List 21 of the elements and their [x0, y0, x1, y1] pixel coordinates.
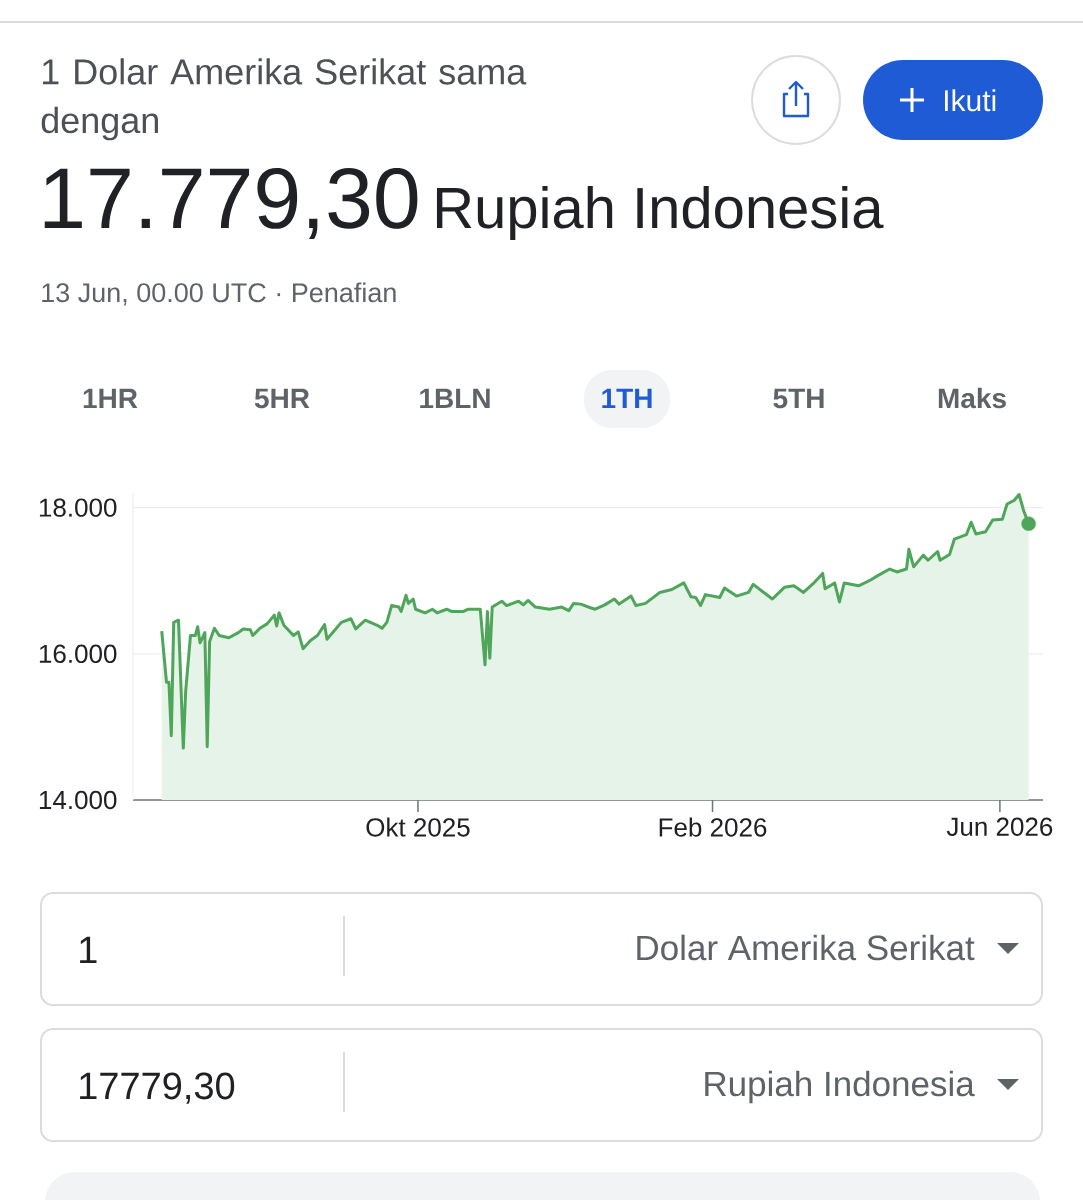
text: 17779,30 [80, 1072, 235, 1104]
text: 1 [80, 936, 97, 964]
text: 13 Jun, 00.00 UTC · Penafian [42, 282, 396, 306]
text: Maks [938, 387, 1006, 409]
x-tick-label: Okt 2025 [366, 817, 470, 837]
y-tick-label: 14.000 [39, 790, 117, 810]
text: 5HR [254, 388, 310, 409]
y-tick-label: 18.000 [39, 498, 117, 517]
x-tick-label: Jun 2026 [946, 817, 1053, 836]
text: 5TH [773, 388, 824, 409]
x-tick-label: Feb 2026 [659, 817, 767, 837]
chart-title: 1 Dolar Amerika Serikat sama dengan [41, 58, 527, 141]
text: Rupiah Indonesia [705, 1070, 975, 1104]
text: 1TH [602, 388, 652, 409]
text: 1BLN [420, 388, 490, 409]
y-tick-label: 16.000 [39, 644, 117, 664]
text: 1HR [83, 388, 138, 409]
text: Dolar Amerika Serikat [637, 934, 975, 961]
chart-subtitle: 17.779,30 [44, 167, 418, 239]
text: Rupiah Indonesia [436, 185, 884, 241]
text: Ikuti [944, 89, 996, 112]
